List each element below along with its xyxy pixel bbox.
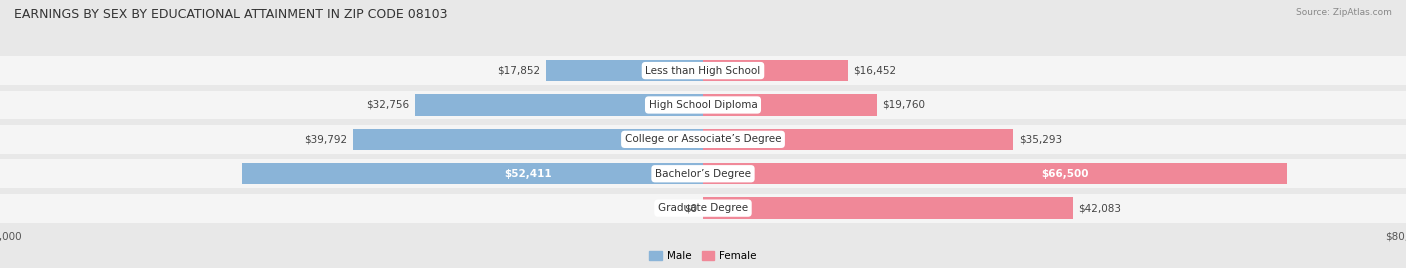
- Bar: [353, 129, 703, 150]
- Text: High School Diploma: High School Diploma: [648, 100, 758, 110]
- Bar: [0, 194, 1406, 222]
- Text: Less than High School: Less than High School: [645, 66, 761, 76]
- Bar: [0, 91, 1406, 120]
- Text: $17,852: $17,852: [498, 66, 540, 76]
- Text: $39,792: $39,792: [305, 134, 347, 144]
- Text: College or Associate’s Degree: College or Associate’s Degree: [624, 134, 782, 144]
- Bar: [0, 125, 1406, 154]
- Bar: [0, 56, 1406, 85]
- Text: $66,500: $66,500: [1042, 169, 1090, 179]
- Bar: [703, 60, 848, 81]
- Bar: [703, 129, 1014, 150]
- Text: EARNINGS BY SEX BY EDUCATIONAL ATTAINMENT IN ZIP CODE 08103: EARNINGS BY SEX BY EDUCATIONAL ATTAINMEN…: [14, 8, 447, 21]
- Text: Bachelor’s Degree: Bachelor’s Degree: [655, 169, 751, 179]
- Bar: [546, 60, 703, 81]
- Text: $35,293: $35,293: [1019, 134, 1062, 144]
- Bar: [703, 198, 1073, 219]
- Text: $0: $0: [685, 203, 697, 213]
- Bar: [703, 163, 1288, 184]
- Text: Graduate Degree: Graduate Degree: [658, 203, 748, 213]
- Legend: Male, Female: Male, Female: [645, 247, 761, 265]
- Bar: [0, 159, 1406, 188]
- Text: Source: ZipAtlas.com: Source: ZipAtlas.com: [1296, 8, 1392, 17]
- Bar: [242, 163, 703, 184]
- Bar: [415, 94, 703, 116]
- Text: $52,411: $52,411: [505, 169, 551, 179]
- Text: $19,760: $19,760: [883, 100, 925, 110]
- Text: $32,756: $32,756: [367, 100, 409, 110]
- Text: $16,452: $16,452: [853, 66, 896, 76]
- Bar: [703, 94, 877, 116]
- Text: $42,083: $42,083: [1078, 203, 1122, 213]
